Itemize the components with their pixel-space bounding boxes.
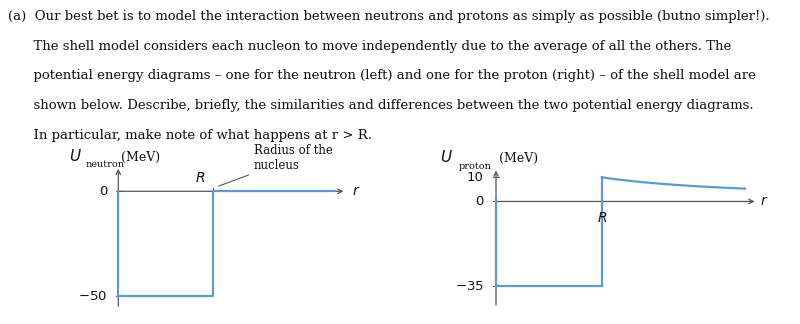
Text: $r$: $r$ (352, 184, 360, 198)
Text: (MeV): (MeV) (499, 152, 538, 165)
Text: $U$: $U$ (440, 149, 453, 165)
Text: $-35$: $-35$ (454, 280, 483, 293)
Text: (MeV): (MeV) (121, 151, 160, 164)
Text: $-50$: $-50$ (78, 290, 107, 303)
Text: neutron: neutron (86, 160, 125, 169)
Text: (a)  Our best bet is to model the interaction between neutrons and protons as si: (a) Our best bet is to model the interac… (8, 10, 770, 23)
Text: potential energy diagrams – one for the neutron (left) and one for the proton (r: potential energy diagrams – one for the … (8, 69, 756, 82)
Text: 10: 10 (466, 171, 483, 184)
Text: The shell model considers each nucleon to move independently due to the average : The shell model considers each nucleon t… (8, 40, 731, 52)
Text: 0: 0 (99, 185, 107, 198)
Text: Radius of the
nucleus: Radius of the nucleus (218, 145, 333, 186)
Text: proton: proton (458, 162, 491, 171)
Text: $R$: $R$ (597, 211, 607, 225)
Text: $U$: $U$ (70, 148, 82, 164)
Text: 0: 0 (475, 195, 483, 208)
Text: In particular, make note of what happens at r > R.: In particular, make note of what happens… (8, 129, 372, 142)
Text: shown below. Describe, briefly, the similarities and differences between the two: shown below. Describe, briefly, the simi… (8, 99, 754, 112)
Text: $r$: $r$ (761, 194, 769, 208)
Text: $R$: $R$ (195, 171, 205, 185)
